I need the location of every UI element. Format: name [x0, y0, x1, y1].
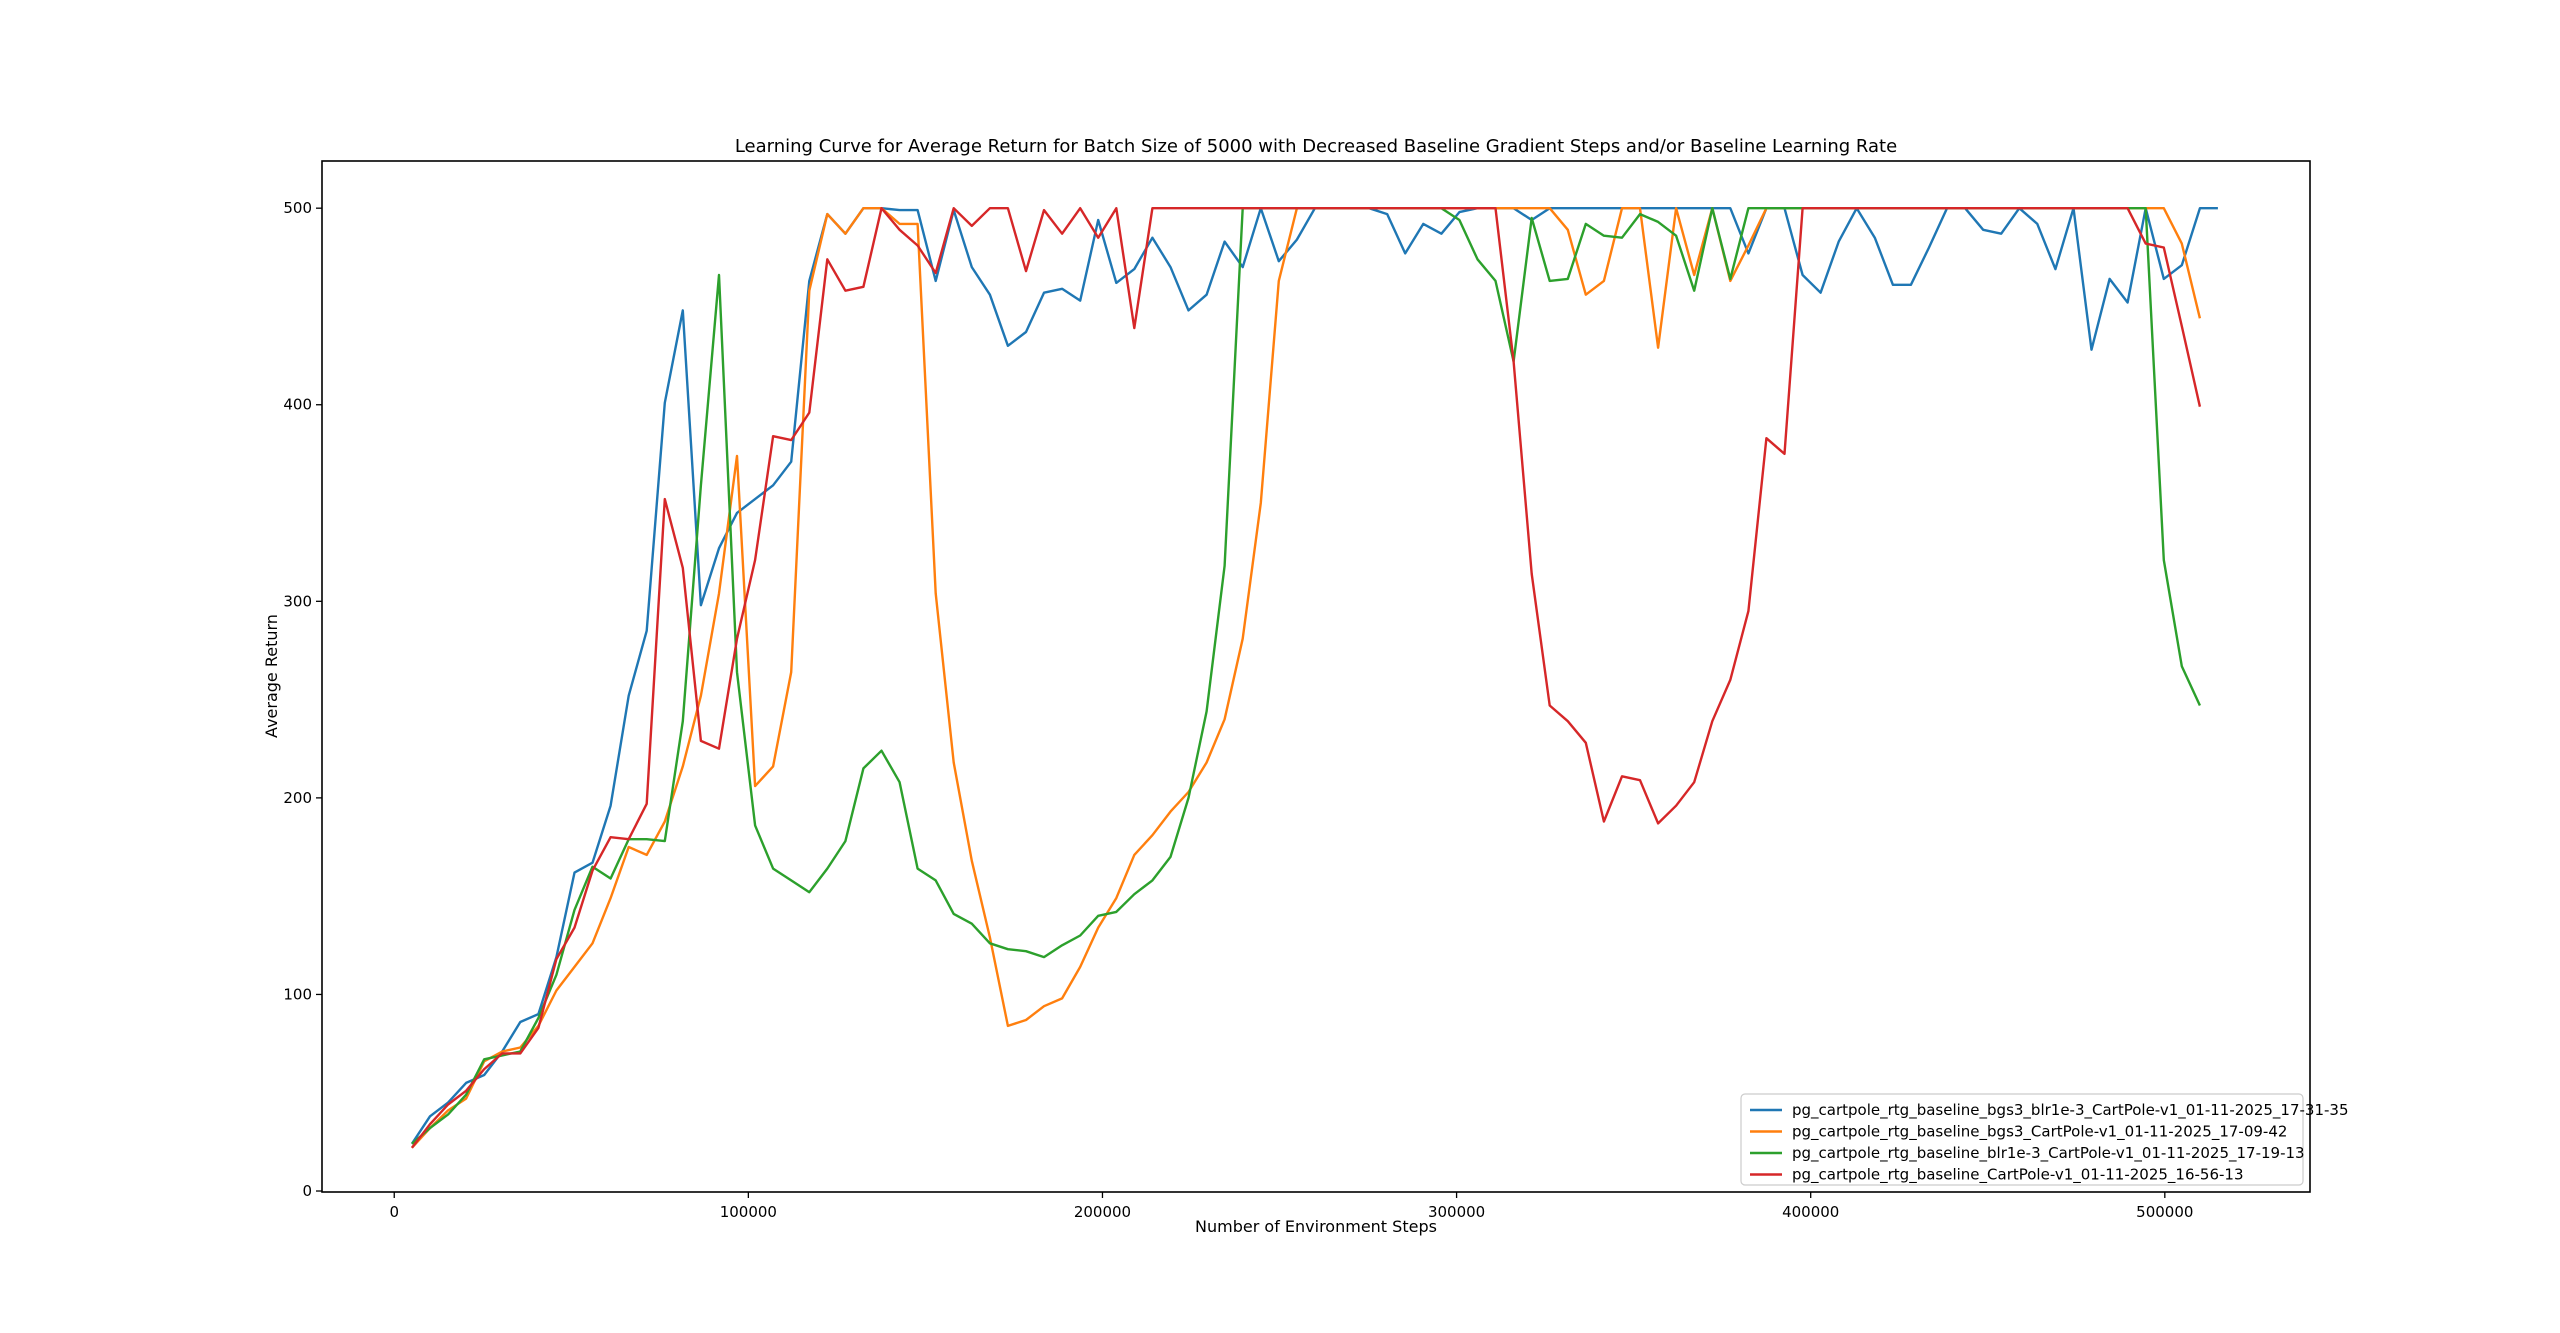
legend-label-3: pg_cartpole_rtg_baseline_CartPole-v1_01-… [1792, 1166, 2244, 1185]
x-axis-label: Number of Environment Steps [1195, 1217, 1437, 1236]
x-tick-label: 0 [389, 1203, 399, 1221]
x-tick-label: 200000 [1074, 1203, 1131, 1221]
x-axis: 0 100000 200000 300000 400000 500000 [389, 1192, 2193, 1221]
legend-label-0: pg_cartpole_rtg_baseline_bgs3_blr1e-3_Ca… [1792, 1101, 2349, 1120]
y-tick-label: 200 [283, 789, 312, 807]
legend-label-1: pg_cartpole_rtg_baseline_bgs3_CartPole-v… [1792, 1123, 2287, 1142]
x-tick-label: 400000 [1782, 1203, 1839, 1221]
legend-label-2: pg_cartpole_rtg_baseline_blr1e-3_CartPol… [1792, 1144, 2305, 1163]
y-axis: 0 100 200 300 400 500 [283, 199, 322, 1200]
series-line-3 [410, 206, 2202, 1149]
legend-box [1740, 1093, 2304, 1186]
y-tick-label: 500 [283, 199, 312, 217]
series-line-0 [410, 206, 2218, 1145]
series-line-2 [411, 206, 2201, 1145]
y-tick-label: 0 [302, 1182, 312, 1200]
legend: pg_cartpole_rtg_baseline_bgs3_blr1e-3_Ca… [1740, 1093, 2349, 1186]
plot-lines [410, 206, 2218, 1149]
y-axis-label: Average Return [262, 614, 281, 738]
y-tick-label: 100 [283, 985, 312, 1003]
x-tick-label: 500000 [2136, 1203, 2193, 1221]
x-tick-label: 100000 [720, 1203, 777, 1221]
y-tick-label: 400 [283, 396, 312, 414]
series-line-1 [411, 206, 2202, 1149]
y-tick-label: 300 [283, 592, 312, 610]
x-tick-label: 300000 [1428, 1203, 1485, 1221]
chart-title: Learning Curve for Average Return for Ba… [735, 136, 1897, 157]
axes-frame [321, 160, 2311, 1193]
